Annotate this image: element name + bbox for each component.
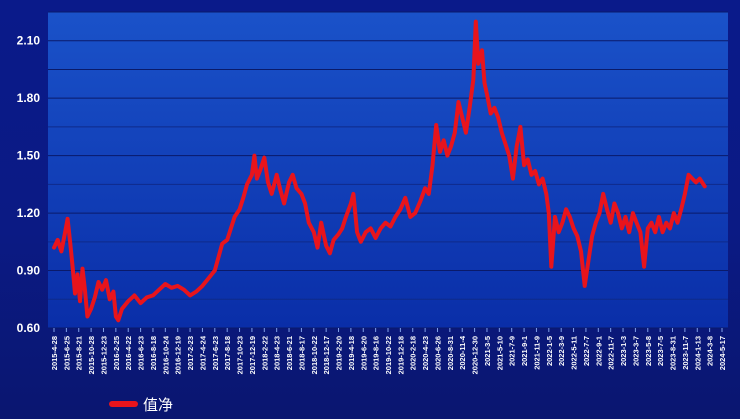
x-tick-label: 2020-2-18 <box>409 336 418 370</box>
x-tick-label: 2017-8-18 <box>223 336 232 370</box>
x-tick-label: 2018-6-21 <box>285 336 294 370</box>
x-tick-label: 2016-10-24 <box>161 335 170 374</box>
x-axis: 2015-4-28 2015-6-25 2015-8-21 2015-10-28 201… <box>50 328 727 374</box>
x-tick-label: 2022-7-7 <box>582 336 591 366</box>
x-tick-label: 2018-8-17 <box>297 336 306 370</box>
x-tick-label: 2018-12-17 <box>322 336 331 374</box>
x-tick-label: 2015-8-21 <box>75 336 84 370</box>
x-tick-label: 2015-4-28 <box>50 336 59 370</box>
series-line <box>52 19 707 323</box>
x-tick-label: 2023-5-8 <box>644 336 653 366</box>
x-tick-label: 2022-5-11 <box>570 336 579 370</box>
x-tick-label: 2022-1-5 <box>545 336 554 366</box>
x-tick-label: 2020-4-23 <box>421 336 430 370</box>
y-tick-label: 2.10 <box>17 34 41 48</box>
x-tick-label: 2021-9-1 <box>520 336 529 366</box>
y-tick-label: 1.20 <box>17 206 41 220</box>
x-tick-label: 2023-3-7 <box>631 336 640 366</box>
x-tick-label: 2018-10-22 <box>310 336 319 374</box>
x-tick-label: 2019-10-22 <box>384 336 393 374</box>
x-tick-label: 2023-8-31 <box>669 336 678 370</box>
x-tick-label: 2016-6-23 <box>137 336 146 370</box>
x-tick-label: 2016-2-25 <box>112 336 121 370</box>
x-tick-label: 2024-1-13 <box>693 336 702 370</box>
x-tick-label: 2024-5-17 <box>718 336 727 370</box>
series-layer <box>52 19 707 323</box>
x-tick-label: 2022-3-9 <box>557 336 566 366</box>
x-tick-label: 2023-11-7 <box>681 336 690 370</box>
x-tick-label: 2017-10-23 <box>236 336 245 374</box>
x-tick-label: 2022-11-7 <box>607 336 616 370</box>
x-tick-label: 2016-8-18 <box>149 336 158 370</box>
x-tick-label: 2019-6-20 <box>359 336 368 370</box>
x-tick-label: 2017-12-19 <box>248 336 257 374</box>
x-tick-label: 2021-3-5 <box>483 336 492 366</box>
x-tick-label: 2021-11-9 <box>532 336 541 370</box>
x-tick-label: 2019-4-18 <box>347 336 356 370</box>
x-tick-label: 2020-6-26 <box>433 336 442 370</box>
y-axis: 0.60 0.90 1.20 1.50 1.80 2.10 <box>17 34 41 335</box>
x-tick-label: 2016-12-19 <box>174 336 183 374</box>
x-tick-label: 2024-3-8 <box>706 336 715 366</box>
x-tick-label: 2015-12-23 <box>99 336 108 374</box>
x-tick-label: 2020-12-30 <box>471 336 480 374</box>
x-tick-label: 2022-9-1 <box>594 336 603 366</box>
grid <box>48 11 728 329</box>
x-tick-label: 2017-6-23 <box>211 336 220 370</box>
y-tick-label: 0.60 <box>17 321 41 335</box>
x-tick-label: 2020-11-4 <box>458 335 467 370</box>
plot-area <box>48 12 728 328</box>
legend: 值净 <box>109 396 173 414</box>
x-tick-label: 2019-8-16 <box>372 336 381 370</box>
x-tick-label: 2021-7-9 <box>508 336 517 366</box>
x-tick-label: 2015-10-28 <box>87 336 96 374</box>
y-tick-label: 1.50 <box>17 149 41 163</box>
x-tick-label: 2018-4-23 <box>273 336 282 370</box>
x-tick-label: 2019-12-18 <box>396 336 405 374</box>
y-tick-label: 0.90 <box>17 264 41 278</box>
x-tick-label: 2017-2-23 <box>186 336 195 370</box>
x-tick-label: 2023-7-5 <box>656 336 665 366</box>
x-tick-label: 2023-1-3 <box>619 336 628 366</box>
x-tick-label: 2020-8-31 <box>446 336 455 370</box>
x-tick-label: 2015-6-25 <box>62 336 71 370</box>
x-tick-label: 2017-4-24 <box>198 335 207 370</box>
x-tick-label: 2021-5-10 <box>495 336 504 370</box>
x-tick-label: 2019-2-20 <box>335 336 344 370</box>
legend-label: 值净 <box>143 396 173 414</box>
y-tick-label: 1.80 <box>17 91 41 105</box>
x-tick-label: 2018-2-22 <box>260 336 269 370</box>
x-tick-label: 2016-4-22 <box>124 336 133 370</box>
